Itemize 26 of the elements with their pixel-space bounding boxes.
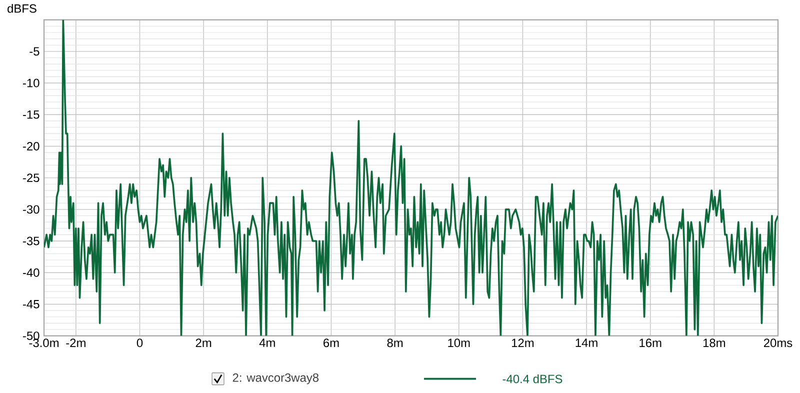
x-tick-label: -3.0m [29, 338, 58, 348]
y-tick-label: -20 [23, 142, 40, 151]
y-tick-label: -50 [23, 332, 40, 340]
y-tick-label: -15 [23, 110, 40, 119]
y-tick-label: -10 [23, 78, 40, 88]
x-tick-label: 20ms [764, 338, 792, 348]
x-tick-label: 10m [448, 338, 470, 348]
x-tick-label: 4m [259, 338, 275, 347]
text: 2: wavcor3way8 [232, 374, 319, 384]
y-tick-label: -5 [30, 47, 40, 56]
x-tick-label: 8m [387, 338, 403, 348]
x-tick-label: 14m [576, 338, 598, 347]
x-tick-label: 16m [640, 338, 662, 348]
x-tick-label: -2m [66, 338, 86, 348]
y-tick-label: -35 [23, 236, 40, 246]
x-tick-label: 0 [136, 338, 143, 348]
y-axis-title: dBFS [8, 4, 36, 13]
y-tick-label: -30 [23, 205, 40, 214]
x-tick-label: 18m [703, 338, 726, 348]
x-tick-label: 2m [196, 338, 212, 348]
x-tick-label: 12m [512, 338, 534, 348]
y-tick-label: -45 [23, 300, 40, 308]
y-tick-label: -25 [23, 174, 40, 182]
y-tick-label: -40 [23, 268, 40, 277]
x-tick-label: 6m [324, 338, 339, 348]
text: -40.4 dBFS [502, 374, 562, 384]
